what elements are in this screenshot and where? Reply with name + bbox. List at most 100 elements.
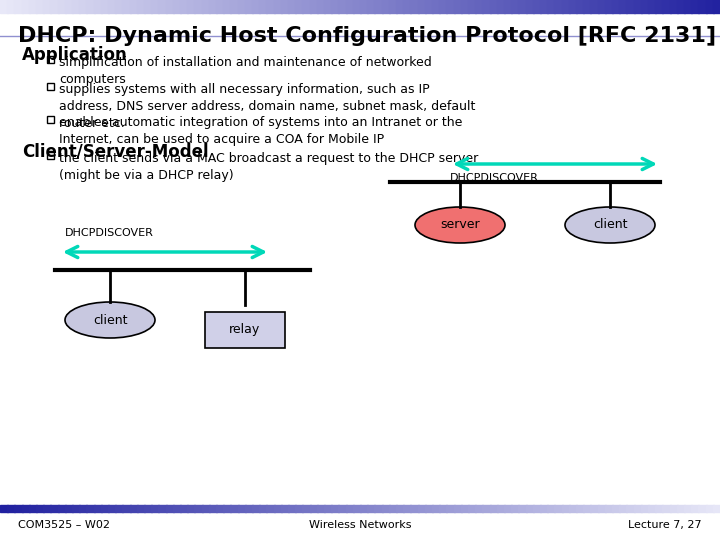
Bar xyxy=(22,505,30,512)
Bar xyxy=(713,0,720,13)
Bar xyxy=(662,505,670,512)
Bar xyxy=(468,505,476,512)
Bar xyxy=(86,0,94,13)
Bar xyxy=(511,505,519,512)
Bar xyxy=(29,505,37,512)
Bar xyxy=(410,0,418,13)
Bar xyxy=(173,0,181,13)
Bar xyxy=(266,0,274,13)
Bar xyxy=(202,0,210,13)
Bar xyxy=(14,0,22,13)
Bar xyxy=(137,505,145,512)
Bar xyxy=(22,0,30,13)
Bar xyxy=(403,0,411,13)
Bar xyxy=(454,0,462,13)
Bar xyxy=(101,505,109,512)
Bar xyxy=(360,0,368,13)
Bar xyxy=(468,0,476,13)
Bar xyxy=(65,0,73,13)
Text: DHCP: Dynamic Host Configuration Protocol [RFC 2131]: DHCP: Dynamic Host Configuration Protoco… xyxy=(18,26,716,46)
Bar xyxy=(382,0,390,13)
Bar xyxy=(418,505,426,512)
Bar xyxy=(346,505,354,512)
Bar xyxy=(14,505,22,512)
Bar xyxy=(216,0,224,13)
Bar xyxy=(677,0,685,13)
Bar xyxy=(533,505,541,512)
Bar xyxy=(389,0,397,13)
Bar xyxy=(583,505,591,512)
Bar xyxy=(634,0,642,13)
Bar xyxy=(209,0,217,13)
Bar xyxy=(367,0,375,13)
Bar xyxy=(338,0,346,13)
Bar xyxy=(461,505,469,512)
Bar xyxy=(266,505,274,512)
Bar xyxy=(662,0,670,13)
Bar xyxy=(317,505,325,512)
Bar xyxy=(353,505,361,512)
Bar xyxy=(130,0,138,13)
Bar xyxy=(432,0,440,13)
Bar xyxy=(209,505,217,512)
Bar xyxy=(619,0,627,13)
Bar xyxy=(461,0,469,13)
Text: enables automatic integration of systems into an Intranet or the
Internet, can b: enables automatic integration of systems… xyxy=(59,116,462,146)
Bar xyxy=(0,505,8,512)
Bar xyxy=(526,0,534,13)
Bar xyxy=(101,0,109,13)
Bar xyxy=(108,0,116,13)
Bar xyxy=(677,505,685,512)
Text: COM3525 – W02: COM3525 – W02 xyxy=(18,520,110,530)
Bar xyxy=(439,0,447,13)
Bar xyxy=(331,505,339,512)
Bar xyxy=(554,505,562,512)
Bar xyxy=(554,0,562,13)
Text: client: client xyxy=(593,219,627,232)
Bar xyxy=(295,505,303,512)
Bar xyxy=(259,0,267,13)
Bar xyxy=(691,505,699,512)
Bar xyxy=(410,505,418,512)
Text: DHCPDISCOVER: DHCPDISCOVER xyxy=(450,173,539,183)
Bar xyxy=(684,505,692,512)
Bar xyxy=(569,505,577,512)
Bar xyxy=(158,0,166,13)
Bar xyxy=(648,505,656,512)
Bar xyxy=(288,0,296,13)
Bar xyxy=(216,505,224,512)
Bar xyxy=(338,505,346,512)
Bar xyxy=(626,0,634,13)
Bar xyxy=(425,0,433,13)
Bar xyxy=(497,505,505,512)
Bar xyxy=(180,505,188,512)
Bar xyxy=(562,505,570,512)
Bar xyxy=(619,505,627,512)
Bar xyxy=(324,0,332,13)
Bar xyxy=(490,505,498,512)
Text: Wireless Networks: Wireless Networks xyxy=(309,520,411,530)
Bar xyxy=(482,505,490,512)
Ellipse shape xyxy=(65,302,155,338)
Bar xyxy=(230,0,238,13)
Bar xyxy=(706,0,714,13)
Bar xyxy=(122,0,130,13)
Bar xyxy=(43,0,51,13)
Bar xyxy=(526,505,534,512)
Bar xyxy=(274,505,282,512)
Bar xyxy=(72,0,80,13)
Text: DHCPDISCOVER: DHCPDISCOVER xyxy=(65,228,154,238)
Bar xyxy=(295,0,303,13)
Bar xyxy=(47,152,54,159)
Bar xyxy=(288,505,296,512)
Bar xyxy=(36,505,44,512)
Bar xyxy=(86,505,94,512)
Bar xyxy=(598,0,606,13)
Bar xyxy=(655,505,663,512)
Bar xyxy=(223,0,231,13)
Bar xyxy=(605,505,613,512)
Bar xyxy=(194,505,202,512)
Bar xyxy=(475,505,483,512)
Bar xyxy=(382,505,390,512)
Bar xyxy=(202,505,210,512)
